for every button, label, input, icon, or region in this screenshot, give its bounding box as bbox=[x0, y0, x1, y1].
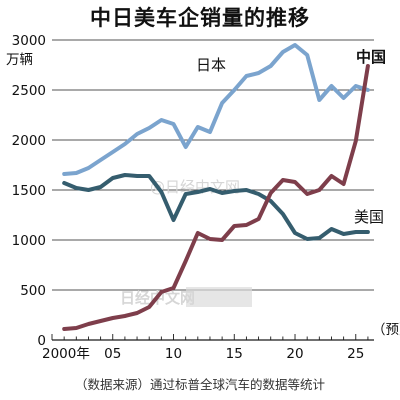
y-tick-label: 1500 bbox=[12, 183, 46, 199]
x-tick-label: 2000年 bbox=[42, 346, 90, 362]
y-tick-label: 2000 bbox=[12, 133, 46, 149]
x-tick-label: 15 bbox=[226, 346, 243, 362]
y-tick-label: 3000 bbox=[12, 33, 46, 49]
x-tick-label: 10 bbox=[165, 346, 182, 362]
chart-title: 中日美车企销量的推移 bbox=[90, 6, 310, 30]
forecast-label: （预） bbox=[372, 322, 400, 338]
y-tick-label: 500 bbox=[20, 283, 46, 299]
series-line bbox=[62, 173, 370, 241]
watermark-box bbox=[186, 287, 252, 307]
series-line bbox=[62, 43, 370, 176]
series-line bbox=[62, 64, 370, 331]
x-tick-label: 25 bbox=[347, 346, 364, 362]
series-label: 中国 bbox=[356, 48, 386, 66]
x-tick-label: 20 bbox=[286, 346, 303, 362]
source-note: （数据来源）通过标普全球汽车的数据等统计 bbox=[74, 377, 325, 392]
series-label: 美国 bbox=[354, 208, 384, 226]
series-label: 日本 bbox=[196, 56, 226, 74]
y-tick-label: 0 bbox=[37, 333, 46, 349]
y-tick-label: 1000 bbox=[12, 233, 46, 249]
y-tick-label: 2500 bbox=[12, 83, 46, 99]
y-unit-label: 万辆 bbox=[6, 52, 33, 68]
x-tick-label: 05 bbox=[104, 346, 121, 362]
